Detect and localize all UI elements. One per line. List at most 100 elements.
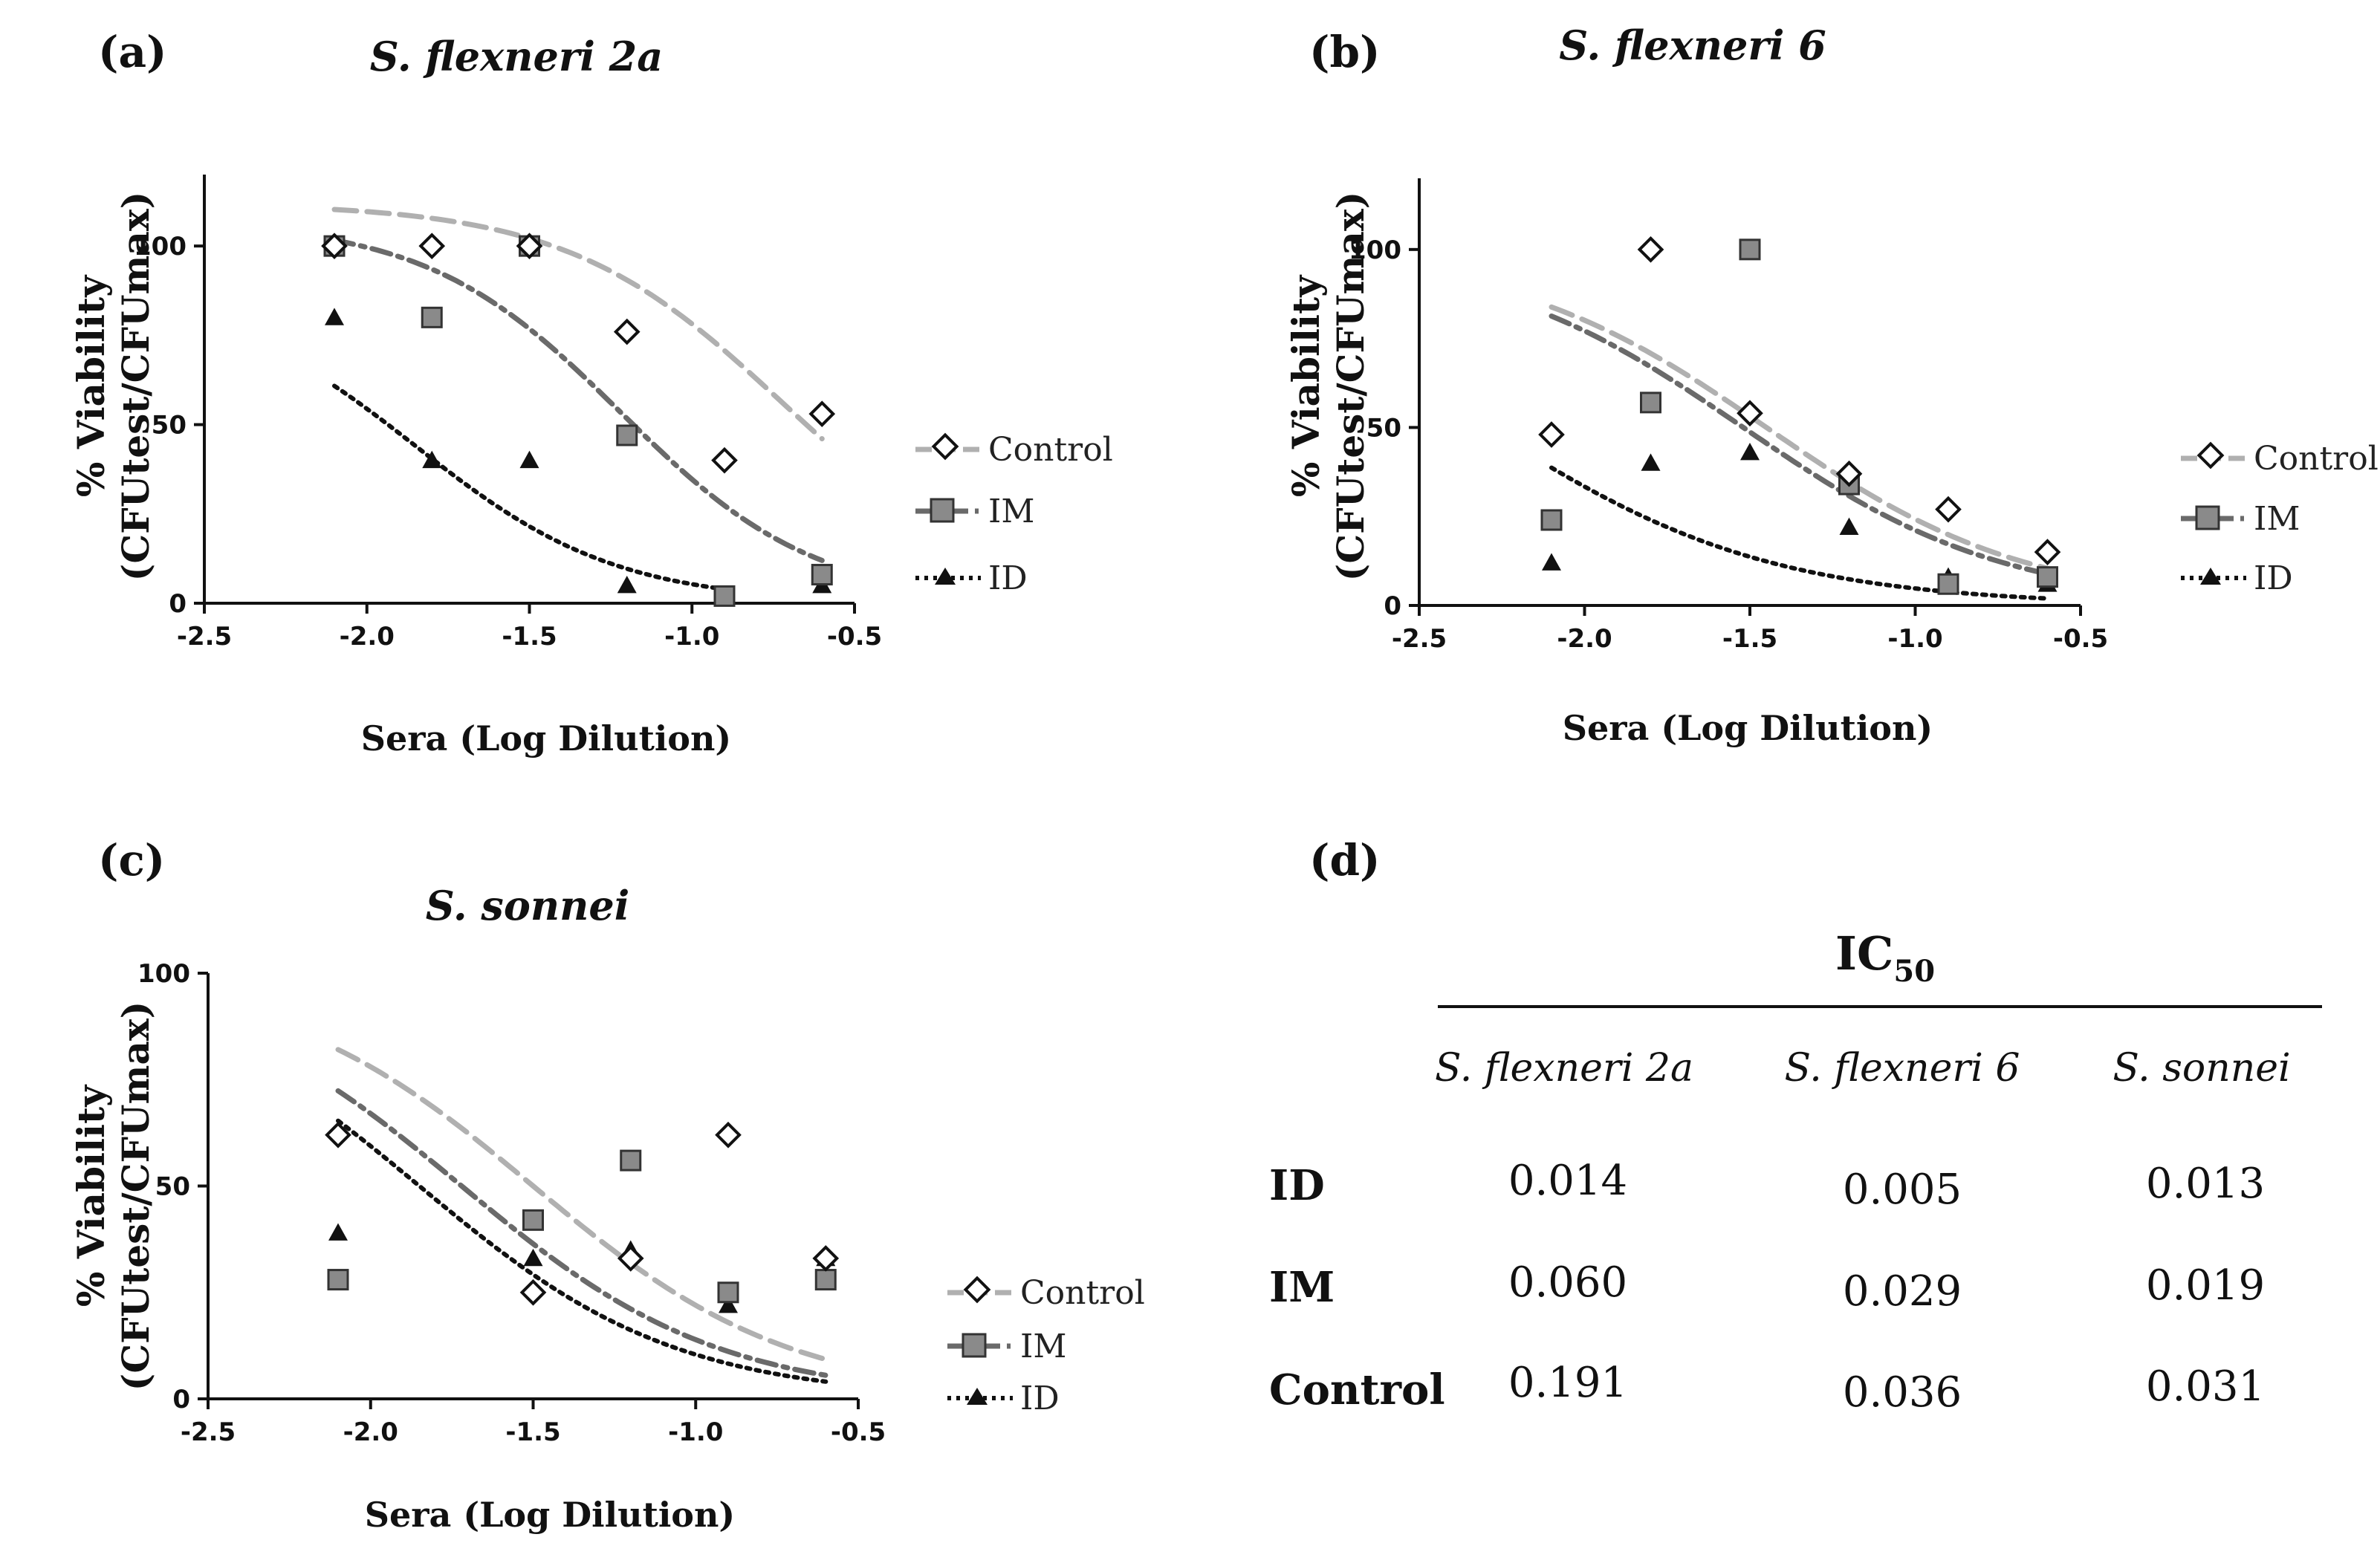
panel-b-legend: Control IM ID bbox=[2181, 440, 2379, 597]
panel-c-ylabel-line1: % Viability bbox=[69, 1084, 113, 1307]
panel-b-fit-curve-control bbox=[1549, 304, 2050, 571]
table-cell: 0.191 bbox=[1508, 1359, 1627, 1407]
table-cell: 0.029 bbox=[1843, 1267, 1962, 1316]
table-cell: 0.013 bbox=[2146, 1160, 2265, 1208]
panel-a-point-control bbox=[808, 400, 836, 427]
panel-c-point-control bbox=[617, 1245, 644, 1272]
legend-c-id-label: ID bbox=[1020, 1380, 1060, 1417]
panel-b-xtick-label: -1.0 bbox=[1887, 624, 1942, 654]
table-cell: 0.014 bbox=[1508, 1157, 1627, 1205]
legend-a-im-marker bbox=[930, 498, 955, 523]
panel-b-xtick-label: -1.5 bbox=[1722, 624, 1777, 654]
panel-c-point-control bbox=[812, 1245, 840, 1272]
panel-a-point-id bbox=[325, 308, 344, 325]
panel-b: (b) S. flexneri 6 % Viability (CFUtest/C… bbox=[1284, 22, 2379, 748]
panel-b-point-im bbox=[1937, 573, 1959, 595]
panel-a-point-id bbox=[617, 575, 637, 594]
legend-a-id-label: ID bbox=[988, 559, 1028, 597]
legend-c-control-label: Control bbox=[1020, 1274, 1145, 1312]
legend-c-im-label: IM bbox=[1020, 1328, 1066, 1365]
panel-b-point-im bbox=[1739, 238, 1761, 261]
panel-a-plot: -2.5 -2.0 -1.5 -1.0 -0.5 0 50 100 bbox=[134, 207, 882, 652]
panel-a: (a) S. flexneri 2a % Viability (CFUtest/… bbox=[69, 27, 1113, 758]
ic50-title-subscript: 50 bbox=[1893, 954, 1935, 989]
legend-a-id-marker bbox=[935, 568, 956, 585]
panel-a-point-im bbox=[616, 424, 638, 446]
legend-b-control-marker bbox=[2196, 441, 2225, 470]
panel-b-xlabel: Sera (Log Dilution) bbox=[1563, 708, 1933, 748]
table-col-header: S. flexneri 6 bbox=[1785, 1046, 2020, 1091]
panel-a-title: S. flexneri 2a bbox=[370, 33, 663, 80]
panel-a-xtick-label: -0.5 bbox=[827, 622, 882, 652]
panel-b-fit-curve-id bbox=[1549, 465, 2050, 601]
panel-c-xtick-label: -2.0 bbox=[343, 1417, 398, 1447]
panel-b-xtick-label: -2.5 bbox=[1392, 624, 1447, 654]
panel-b-plot: -2.5 -2.0 -1.5 -1.0 -0.5 0 50 100 bbox=[1349, 235, 2108, 654]
table-header: S. flexneri 2a S. flexneri 6 S. sonnei bbox=[1435, 1046, 2291, 1091]
panel-b-point-control bbox=[1935, 496, 1962, 523]
panel-b-letter: (b) bbox=[1309, 27, 1380, 77]
panel-a-point-id bbox=[519, 450, 539, 469]
panel-a-point-im bbox=[811, 564, 833, 586]
legend-a-control-label: Control bbox=[988, 431, 1113, 469]
legend-c-control-marker bbox=[963, 1276, 991, 1304]
panel-c-ytick-label: 100 bbox=[137, 959, 190, 989]
panel-d-letter: (d) bbox=[1309, 835, 1380, 886]
panel-c-point-id bbox=[328, 1223, 348, 1241]
panel-b-point-id bbox=[1740, 442, 1760, 461]
legend-b-im-marker bbox=[2195, 505, 2220, 530]
panel-a-letter: (a) bbox=[98, 27, 166, 77]
legend-a-im-label: IM bbox=[988, 493, 1034, 530]
table-row: IM 0.060 0.029 0.019 bbox=[1269, 1258, 2265, 1316]
panel-c: (c) S. sonnei % Viability (CFUtest/CFUma… bbox=[69, 835, 1145, 1535]
panel-c-xtick-label: -2.5 bbox=[181, 1417, 236, 1447]
panel-c-ylabel-line2: (CFUtest/CFUmax) bbox=[114, 1001, 158, 1391]
ic50-title: IC50 bbox=[1835, 926, 1935, 989]
panel-a-xtick-label: -2.0 bbox=[340, 622, 395, 652]
legend-c-im-marker bbox=[962, 1333, 987, 1358]
panel-a-xtick-label: -1.5 bbox=[502, 622, 557, 652]
panel-c-title: S. sonnei bbox=[426, 882, 629, 929]
panel-b-ytick-label: 50 bbox=[1366, 413, 1401, 443]
panel-c-fit-curve-control bbox=[335, 1047, 829, 1362]
panel-a-legend: Control IM ID bbox=[915, 431, 1113, 597]
panel-b-ytick-label: 0 bbox=[1384, 591, 1401, 621]
panel-b-point-control bbox=[1637, 236, 1664, 263]
panel-c-point-im bbox=[522, 1209, 544, 1231]
panel-c-point-id bbox=[719, 1295, 738, 1313]
table-row-label: ID bbox=[1269, 1161, 1325, 1210]
table-col-header: S. sonnei bbox=[2113, 1046, 2290, 1091]
panel-c-ytick-label: 0 bbox=[172, 1385, 190, 1414]
legend-a-control-marker bbox=[931, 432, 959, 461]
panel-a-ylabel-line2: (CFUtest/CFUmax) bbox=[114, 192, 158, 582]
panel-a-point-control bbox=[711, 446, 738, 474]
panel-c-point-im bbox=[620, 1149, 642, 1172]
panel-c-plot: -2.5 -2.0 -1.5 -1.0 -0.5 0 50 100 bbox=[137, 959, 886, 1447]
panel-a-xtick-label: -2.5 bbox=[177, 622, 232, 652]
panel-c-point-control bbox=[715, 1121, 742, 1148]
table-col-header: S. flexneri 2a bbox=[1435, 1046, 1693, 1091]
panel-a-ytick-label: 50 bbox=[152, 411, 187, 441]
legend-b-id-marker bbox=[2200, 568, 2221, 585]
panel-b-ytick-label: 100 bbox=[1349, 235, 1401, 265]
panel-b-point-id bbox=[1839, 517, 1859, 535]
panel-a-point-control bbox=[613, 318, 641, 345]
table-cell: 0.036 bbox=[1843, 1368, 1962, 1417]
panel-b-point-id bbox=[1641, 453, 1661, 471]
panel-c-ylabel: % Viability (CFUtest/CFUmax) bbox=[69, 1001, 158, 1391]
panel-b-point-control bbox=[2034, 539, 2061, 565]
panel-b-point-im bbox=[1640, 392, 1661, 414]
panel-a-xlabel: Sera (Log Dilution) bbox=[361, 718, 731, 758]
table-row: ID 0.014 0.005 0.013 bbox=[1269, 1157, 2265, 1214]
panel-c-point-control bbox=[325, 1121, 351, 1148]
table-row: Control 0.191 0.036 0.031 bbox=[1269, 1359, 2265, 1417]
legend-c-id-marker bbox=[967, 1388, 988, 1405]
panel-a-axes: -2.5 -2.0 -1.5 -1.0 -0.5 0 50 100 bbox=[134, 175, 882, 652]
panel-b-point-control bbox=[1737, 400, 1763, 427]
panel-b-xtick-label: -2.0 bbox=[1557, 624, 1612, 654]
table-cell: 0.005 bbox=[1843, 1166, 1962, 1214]
panel-b-ylabel-line1: % Viability bbox=[1284, 274, 1328, 497]
table-cell: 0.019 bbox=[2146, 1261, 2265, 1310]
panel-a-point-im bbox=[421, 306, 443, 328]
